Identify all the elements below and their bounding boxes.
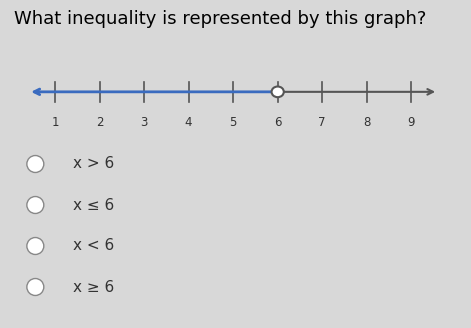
Ellipse shape: [27, 155, 44, 173]
Text: x ≤ 6: x ≤ 6: [73, 197, 114, 213]
Ellipse shape: [27, 196, 44, 214]
Text: 4: 4: [185, 116, 192, 130]
Text: 3: 3: [140, 116, 148, 130]
Text: 1: 1: [51, 116, 59, 130]
Ellipse shape: [27, 278, 44, 296]
Text: 8: 8: [363, 116, 371, 130]
Text: 7: 7: [318, 116, 326, 130]
Text: 2: 2: [96, 116, 103, 130]
Text: x > 6: x > 6: [73, 156, 114, 172]
Text: 6: 6: [274, 116, 282, 130]
Ellipse shape: [272, 87, 284, 97]
Text: x < 6: x < 6: [73, 238, 114, 254]
Text: 5: 5: [229, 116, 237, 130]
Ellipse shape: [27, 237, 44, 255]
Text: x ≥ 6: x ≥ 6: [73, 279, 114, 295]
Text: 9: 9: [407, 116, 415, 130]
Text: What inequality is represented by this graph?: What inequality is represented by this g…: [14, 10, 427, 28]
